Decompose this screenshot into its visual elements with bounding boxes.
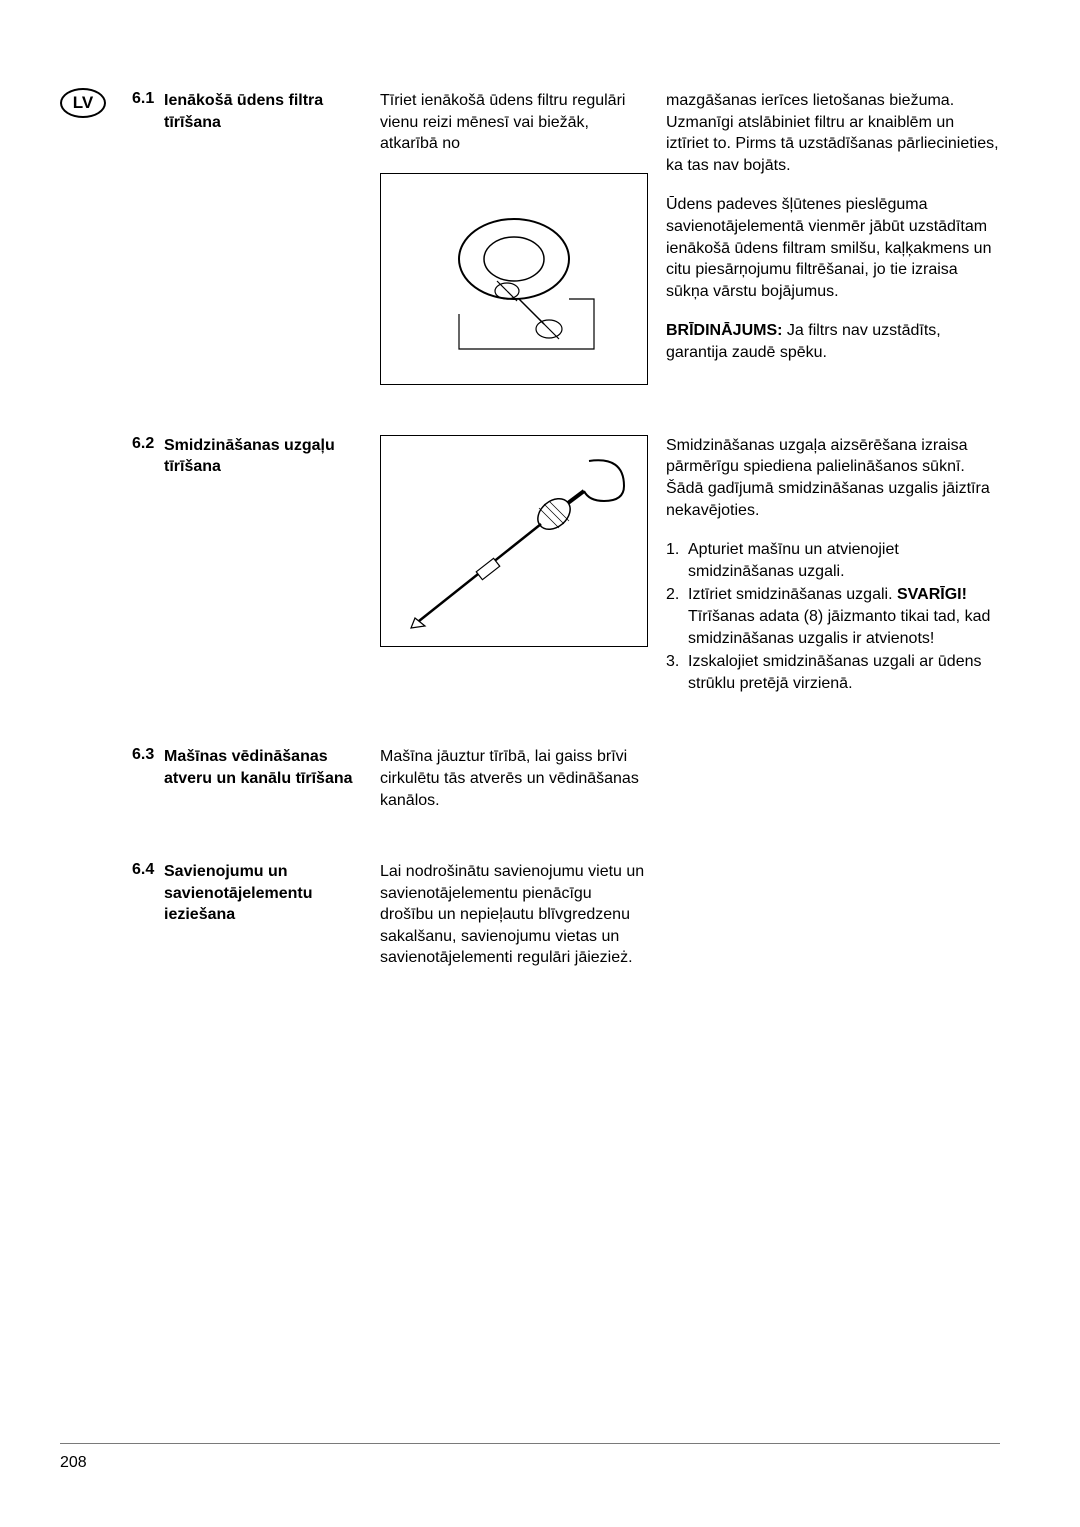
step-text: Tīrīšanas adata (8) jāizmanto tikai tad,… xyxy=(688,608,990,647)
section-title: Smidzināšanas uzgaļu tīrīšana xyxy=(164,435,362,697)
section-number: 6.1 xyxy=(132,90,164,385)
section-number: 6.4 xyxy=(132,861,164,969)
body-text: mazgāšanas ierīces lietošanas biežuma. U… xyxy=(666,90,1000,176)
section-number: 6.2 xyxy=(132,435,164,697)
section-title: Ienākošā ūdens filtra tīrīšana xyxy=(164,90,362,385)
section-6-1: 6.1 Ienākošā ūdens filtra tīrīšana Tīrie… xyxy=(132,90,1000,385)
figure-nozzle xyxy=(380,435,648,647)
figure-filter xyxy=(380,173,648,385)
page-footer: 208 xyxy=(60,1443,1000,1472)
list-item: Izskalojiet smidzināšanas uzgali ar ūden… xyxy=(666,651,1000,694)
body-text: Smidzināšanas uzgaļa aizsērēšana izraisa… xyxy=(666,435,1000,521)
list-item: Apturiet mašīnu un atvienojiet smidzināš… xyxy=(666,539,1000,582)
body-text: Lai nodrošinātu savienojumu vietu un sav… xyxy=(380,861,648,969)
section-number: 6.3 xyxy=(132,746,164,811)
section-6-2: 6.2 Smidzināšanas uzgaļu tīrīšana Smi xyxy=(132,435,1000,697)
list-item: Iztīriet smidzināšanas uzgali. SVARĪGI! … xyxy=(666,584,1000,649)
section-6-3: 6.3 Mašīnas vēdināšanas atveru un kanālu… xyxy=(132,746,1000,811)
page-number: 208 xyxy=(60,1454,87,1471)
body-text: Mašīna jāuztur tīrībā, lai gaiss brīvi c… xyxy=(380,746,648,811)
important-label: SVARĪGI! xyxy=(897,586,967,603)
section-6-4: 6.4 Savienojumu un savienotājelementu ie… xyxy=(132,861,1000,969)
body-text: Tīriet ienākošā ūdens filtru regulāri vi… xyxy=(380,90,648,155)
body-text: Ūdens padeves šļūtenes pieslēguma savien… xyxy=(666,194,1000,302)
section-title: Savienojumu un savienotājelementu iezieš… xyxy=(164,861,362,969)
steps-list: Apturiet mašīnu un atvienojiet smidzināš… xyxy=(666,539,1000,694)
warning-label: BRĪDINĀJUMS: xyxy=(666,322,782,339)
step-text: Iztīriet smidzināšanas uzgali. xyxy=(688,586,897,603)
section-title: Mašīnas vēdināšanas atveru un kanālu tīr… xyxy=(164,746,362,811)
warning-text: BRĪDINĀJUMS: Ja filtrs nav uzstādīts, ga… xyxy=(666,320,1000,363)
language-badge: LV xyxy=(60,88,106,118)
